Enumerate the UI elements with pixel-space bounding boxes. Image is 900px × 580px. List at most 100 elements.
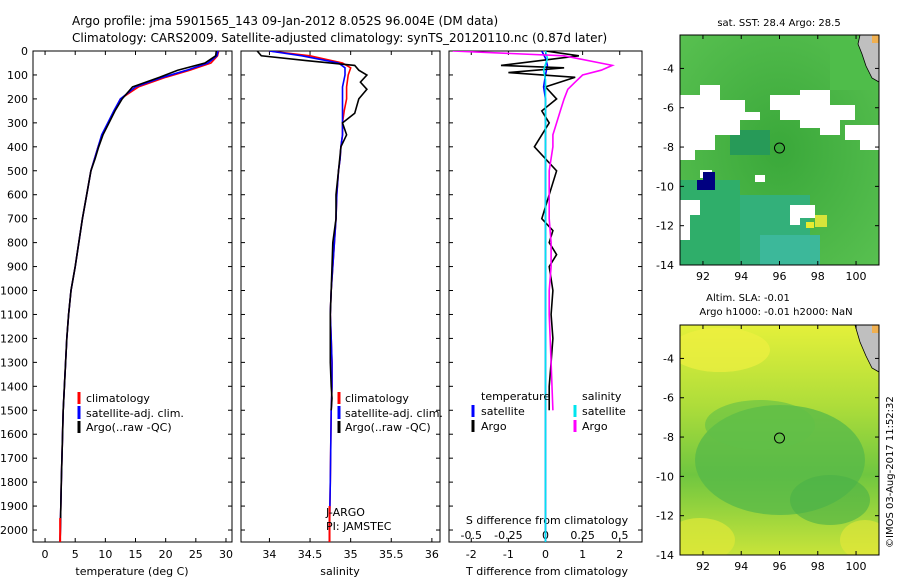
depth-tick-label: 0 bbox=[21, 45, 28, 58]
sst-cold-patch bbox=[697, 180, 705, 190]
x-tick-label: 5 bbox=[72, 548, 79, 561]
map-y-tick-label: -8 bbox=[663, 141, 674, 154]
header-line-1: Argo profile: jma 5901565_143 09-Jan-201… bbox=[72, 14, 498, 28]
sst-map-axes: 92 94 96 98 100 -4 -6 -8 -10 -12 -14 bbox=[656, 35, 879, 283]
s-diff-tick-label: -0.25 bbox=[494, 529, 522, 542]
sla-field-blob bbox=[680, 518, 735, 555]
depth-tick-label: 1400 bbox=[0, 380, 28, 393]
series-line-climatology bbox=[59, 51, 220, 542]
map-x-tick-label: 94 bbox=[734, 560, 748, 573]
sla-map-axes: 92 94 96 98 100 -4 -6 -8 -10 -12 -14 bbox=[656, 325, 879, 573]
x-tick-label: 35.5 bbox=[379, 548, 404, 561]
depth-tick-label: 1300 bbox=[0, 356, 28, 369]
map-y-tick-label: -4 bbox=[663, 62, 674, 75]
difference-panel: -2 -1 0 1 2 -0.5 -0.25 0 0.25 0.5 T difference f… bbox=[448, 50, 643, 578]
sst-missing-data bbox=[845, 125, 879, 150]
series-line-climatology bbox=[269, 51, 352, 542]
sst-field-patch bbox=[815, 215, 827, 227]
s-diff-tick-label: 0.5 bbox=[611, 529, 629, 542]
legend-satellite-label: satellite-adj. clim. bbox=[86, 407, 184, 420]
series-line-satellite-adj-clim- bbox=[59, 51, 219, 542]
header-line-2: Climatology: CARS2009. Satellite-adjuste… bbox=[72, 31, 607, 45]
sst-cold-patch bbox=[703, 172, 715, 190]
map-y-tick-label: -10 bbox=[656, 470, 674, 483]
sst-map: sat. SST: 28.4 Argo: 28.5 92 94 96 98 10 bbox=[656, 18, 880, 283]
map-y-tick-label: -6 bbox=[663, 392, 674, 405]
x-tick-label: 35 bbox=[344, 548, 358, 561]
t-difference-x-axis: -2 -1 0 1 2 bbox=[466, 51, 623, 561]
sla-field-blob bbox=[840, 520, 879, 555]
temperature-legend: climatology satellite-adj. clim. Argo(..… bbox=[77, 392, 184, 434]
salinity-legend: climatology satellite-adj. clim. Argo(..… bbox=[337, 392, 443, 434]
temperature-axes-frame bbox=[32, 50, 233, 543]
copyright-stamp: ©IMOS 03-Aug-2017 11:52:32 bbox=[885, 396, 896, 548]
land-tile bbox=[872, 35, 879, 43]
map-y-tick-label: -14 bbox=[656, 549, 674, 562]
legend-climatology-label: climatology bbox=[345, 392, 409, 405]
x-tick-label: 34 bbox=[262, 548, 276, 561]
series-line-satellite-adj-clim- bbox=[269, 51, 346, 542]
map-x-tick-label: 100 bbox=[846, 560, 867, 573]
depth-tick-label: 1000 bbox=[0, 285, 28, 298]
map-y-tick-label: -12 bbox=[656, 220, 674, 233]
legend-salinity-header: salinity bbox=[582, 390, 622, 403]
map-y-tick-label: -6 bbox=[663, 102, 674, 115]
map-y-tick-label: -10 bbox=[656, 180, 674, 193]
depth-axis-ticks bbox=[33, 50, 232, 531]
x-tick-label: 36 bbox=[425, 548, 439, 561]
map-x-tick-label: 96 bbox=[773, 270, 787, 283]
sst-missing-data bbox=[680, 200, 700, 240]
argo-position-marker bbox=[774, 142, 785, 154]
land-tile bbox=[872, 325, 879, 333]
sst-map-title: sat. SST: 28.4 Argo: 28.5 bbox=[717, 18, 840, 29]
series-line-salinity-satellite bbox=[542, 51, 549, 542]
difference-legend: temperature salinity satellite Argo sate… bbox=[471, 390, 626, 433]
x-tick-label: 15 bbox=[129, 548, 143, 561]
map-x-tick-label: 100 bbox=[846, 270, 867, 283]
depth-tick-label: 1700 bbox=[0, 452, 28, 465]
temperature-x-axis: 0 5 10 15 20 25 30 bbox=[42, 51, 233, 561]
depth-tick-label: 1100 bbox=[0, 308, 28, 321]
coastline bbox=[857, 35, 879, 83]
x-tick-label: 1 bbox=[579, 548, 586, 561]
program-annotation: J-ARGO bbox=[325, 506, 365, 519]
x-tick-label: 10 bbox=[98, 548, 112, 561]
legend-s-argo-label: Argo bbox=[582, 420, 608, 433]
x-tick-label: 34.5 bbox=[298, 548, 323, 561]
depth-tick-label: 100 bbox=[7, 69, 28, 82]
depth-axis-labels: 0 100 200 300 400 500 600 700 800 900 1000 1100 1200… bbox=[0, 45, 28, 537]
legend-argo-label: Argo(..raw -QC) bbox=[86, 421, 172, 434]
depth-tick-label: 900 bbox=[7, 261, 28, 274]
x-tick-label: -2 bbox=[466, 548, 477, 561]
salinity-depth-ticks bbox=[241, 50, 440, 531]
x-tick-label: 30 bbox=[219, 548, 233, 561]
argo-position-marker bbox=[774, 432, 785, 444]
sst-field-patch bbox=[760, 235, 820, 265]
difference-depth-ticks bbox=[449, 50, 642, 531]
sst-missing-data bbox=[770, 90, 855, 135]
series-line-salinity-argo bbox=[452, 51, 615, 411]
depth-tick-label: 1800 bbox=[0, 476, 28, 489]
series-line-argo bbox=[59, 51, 218, 542]
depth-tick-label: 800 bbox=[7, 237, 28, 250]
map-x-tick-label: 96 bbox=[773, 560, 787, 573]
coastline bbox=[854, 325, 879, 373]
sla-map-title: Altim. SLA: -0.01 bbox=[706, 293, 790, 304]
x-tick-label: 2 bbox=[616, 548, 623, 561]
sst-missing-data bbox=[680, 85, 760, 160]
sst-missing-data bbox=[790, 205, 815, 225]
legend-satellite-label: satellite-adj. clim. bbox=[345, 407, 443, 420]
map-x-tick-label: 92 bbox=[696, 270, 710, 283]
series-line-temperature-argo bbox=[500, 51, 580, 411]
depth-tick-label: 1600 bbox=[0, 428, 28, 441]
map-y-tick-label: -8 bbox=[663, 431, 674, 444]
depth-tick-label: 300 bbox=[7, 117, 28, 130]
depth-tick-label: 600 bbox=[7, 189, 28, 202]
s-diff-tick-label: -0.5 bbox=[461, 529, 482, 542]
pi-annotation: PI: JAMSTEC bbox=[326, 520, 392, 533]
sst-missing-data bbox=[755, 175, 765, 182]
s-diff-tick-label: 0.25 bbox=[570, 529, 595, 542]
depth-tick-label: 1900 bbox=[0, 500, 28, 513]
legend-t-argo-label: Argo bbox=[481, 420, 507, 433]
